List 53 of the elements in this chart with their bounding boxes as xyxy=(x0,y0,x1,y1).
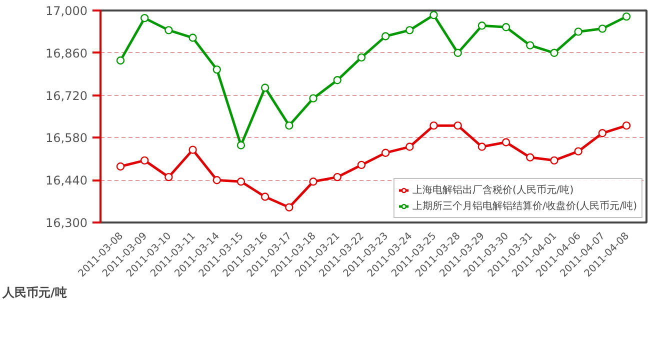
y-tick-label: 16,720 xyxy=(46,88,88,103)
point xyxy=(622,121,631,130)
point xyxy=(502,138,510,146)
y-tick-label: 16,580 xyxy=(46,131,88,146)
point xyxy=(116,162,125,171)
legend-label: 上期所三个月铝电解铝结算价/收盘价(人民币元/吨) xyxy=(412,200,637,213)
point xyxy=(381,148,390,157)
point xyxy=(285,121,294,130)
point xyxy=(309,94,318,102)
point xyxy=(140,156,149,165)
point xyxy=(406,142,414,151)
point xyxy=(164,172,173,182)
point xyxy=(188,34,197,42)
point xyxy=(550,156,558,165)
point xyxy=(574,147,582,156)
point xyxy=(598,129,607,138)
point xyxy=(357,53,366,62)
point xyxy=(116,56,125,65)
point xyxy=(140,14,149,22)
point xyxy=(430,121,438,130)
legend-label: 上海电解铝出厂含税价(人民币元/吨) xyxy=(412,184,574,197)
point xyxy=(236,178,246,186)
point xyxy=(285,203,294,212)
point xyxy=(333,76,342,84)
point xyxy=(622,12,631,21)
point xyxy=(188,146,197,154)
point xyxy=(526,41,534,50)
point xyxy=(406,26,414,34)
point xyxy=(333,172,342,182)
point xyxy=(574,28,582,36)
point xyxy=(454,121,462,130)
y-axis-title: 人民币元/吨 xyxy=(2,286,67,300)
point xyxy=(502,23,510,32)
point xyxy=(550,48,558,57)
y-tick-label: 17,000 xyxy=(46,4,88,18)
y-tick-label: 16,300 xyxy=(46,216,88,230)
point xyxy=(236,141,246,150)
point xyxy=(260,84,270,92)
point xyxy=(478,142,486,151)
point xyxy=(381,32,390,40)
y-tick-label: 16,440 xyxy=(46,174,88,188)
point xyxy=(454,48,462,57)
point xyxy=(212,65,221,74)
point xyxy=(260,192,270,201)
point xyxy=(526,153,534,162)
point xyxy=(430,10,438,20)
point xyxy=(598,24,607,33)
point xyxy=(164,26,173,34)
point xyxy=(478,22,486,30)
point xyxy=(357,160,366,170)
point xyxy=(212,176,221,184)
point xyxy=(309,178,318,186)
y-tick-label: 16,860 xyxy=(46,46,88,60)
